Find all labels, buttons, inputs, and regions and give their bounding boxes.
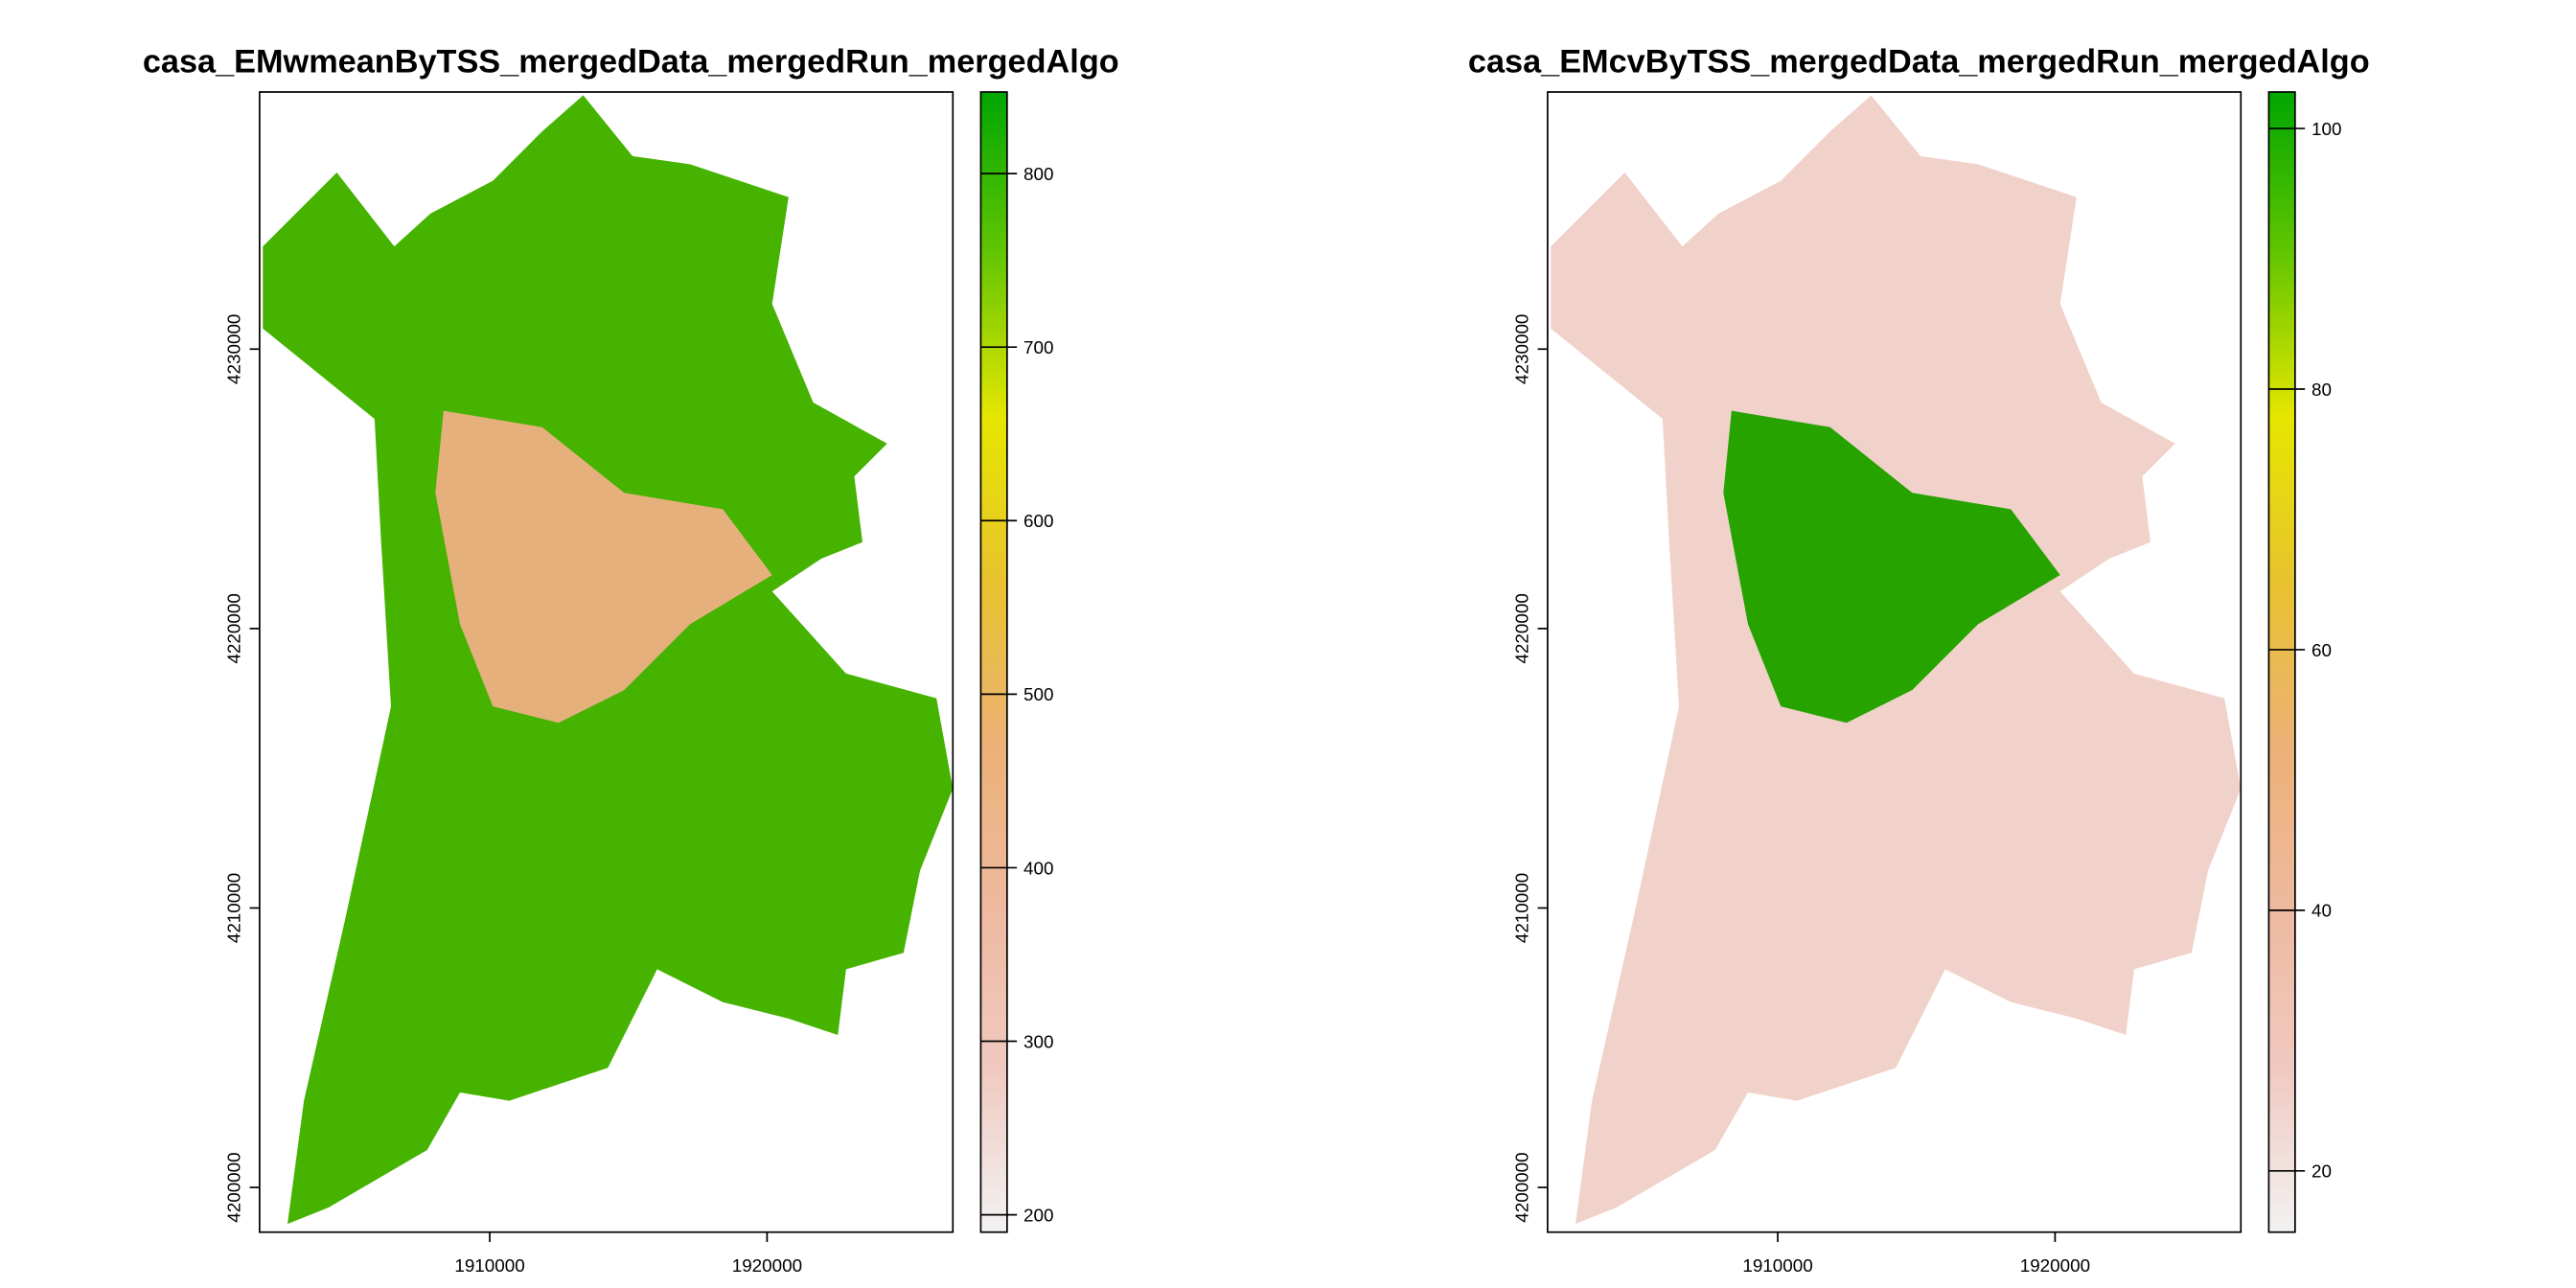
y-tick-label: 4220000 <box>1511 593 1531 663</box>
colorbar-tick-label: 20 <box>2312 1162 2332 1182</box>
colorbar <box>979 91 1008 1233</box>
colorbar-tick-label: 40 <box>2312 901 2332 921</box>
y-tick-label: 4200000 <box>223 1152 243 1222</box>
x-tick-label: 1920000 <box>2020 1255 2090 1276</box>
map-right <box>1551 95 2242 1225</box>
x-tick-label: 1920000 <box>732 1255 802 1276</box>
colorbar <box>2267 91 2296 1233</box>
plot-frame <box>1547 91 2242 1233</box>
colorbar-tick-label: 400 <box>1024 858 1053 878</box>
colorbar-tick-label: 60 <box>2312 640 2332 660</box>
y-tick-label: 4230000 <box>223 314 243 384</box>
chart-title: casa_EMcvByTSS_mergedData_mergedRun_merg… <box>1468 43 2370 80</box>
y-tick-label: 4210000 <box>223 873 243 943</box>
colorbar-tick-label: 700 <box>1024 337 1053 357</box>
colorbar-tick-label: 500 <box>1024 684 1053 704</box>
colorbar-tick-label: 80 <box>2312 380 2332 400</box>
y-tick-label: 4200000 <box>1511 1152 1531 1222</box>
map-left <box>263 95 954 1225</box>
y-tick-label: 4220000 <box>223 593 243 663</box>
colorbar-tick-label: 200 <box>1024 1205 1053 1225</box>
y-tick-label: 4230000 <box>1511 314 1531 384</box>
x-tick-label: 1910000 <box>1742 1255 1812 1276</box>
colorbar-tick-label: 300 <box>1024 1031 1053 1051</box>
chart-title: casa_EMwmeanByTSS_mergedData_mergedRun_m… <box>143 43 1119 80</box>
colorbar-tick-label: 600 <box>1024 511 1053 531</box>
colorbar-tick-label: 100 <box>2312 119 2341 139</box>
colorbar-tick-label: 800 <box>1024 164 1053 184</box>
y-tick-label: 4210000 <box>1511 873 1531 943</box>
x-tick-label: 1910000 <box>454 1255 524 1276</box>
plot-frame <box>259 91 954 1233</box>
